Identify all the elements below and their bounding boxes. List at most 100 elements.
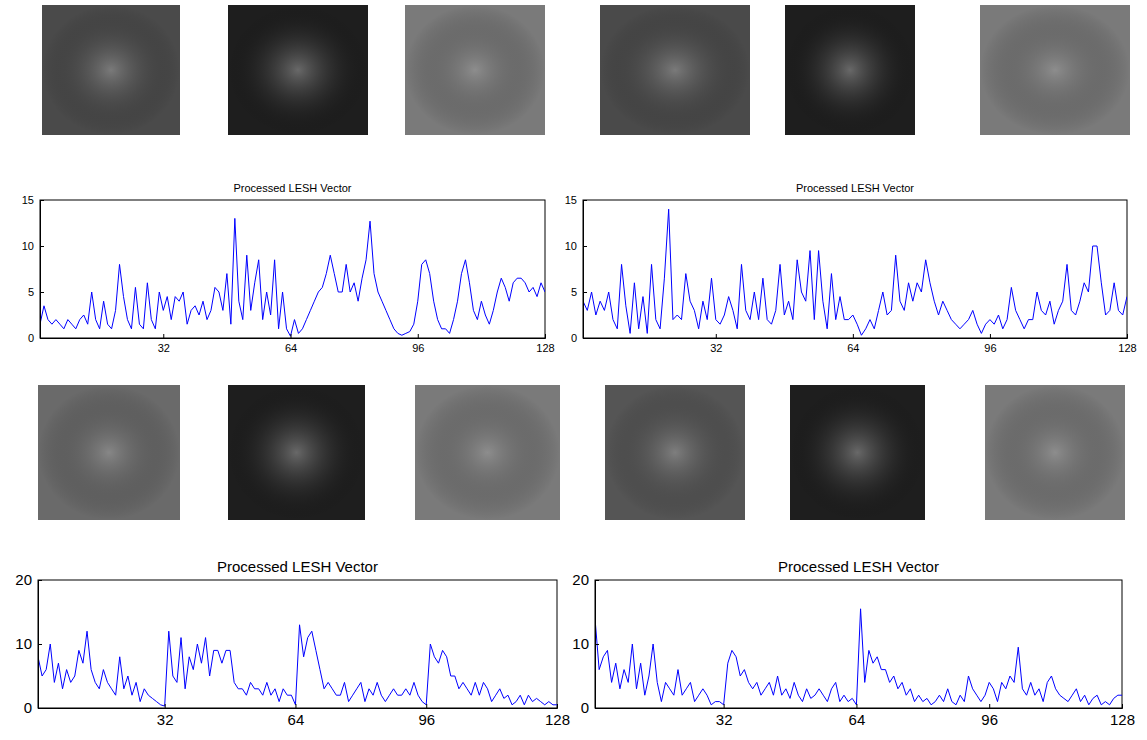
face-image bbox=[600, 5, 750, 135]
tick-label: 64 bbox=[849, 711, 866, 728]
plot-frame bbox=[38, 580, 557, 708]
tick-label: 64 bbox=[288, 711, 305, 728]
tick: 5 bbox=[571, 286, 587, 298]
tick-label: 15 bbox=[565, 194, 577, 206]
tick-label: 10 bbox=[572, 635, 589, 652]
tick-mark bbox=[595, 708, 599, 709]
face-image bbox=[790, 385, 925, 520]
face-image-shade bbox=[42, 5, 180, 135]
tick-mark bbox=[418, 334, 419, 338]
face-image-shade bbox=[228, 5, 368, 135]
face-image-shade bbox=[605, 385, 745, 520]
face-image bbox=[228, 5, 368, 135]
y-axis: 01020 bbox=[15, 571, 42, 716]
tick: 32 bbox=[710, 334, 722, 354]
face-image-shade bbox=[405, 5, 545, 135]
face-image bbox=[415, 385, 560, 520]
axis-line bbox=[584, 334, 1128, 339]
tick: 0 bbox=[24, 699, 42, 716]
y-axis: 0 5 10 15 bbox=[565, 194, 587, 344]
face-image bbox=[228, 385, 365, 520]
axis-line bbox=[39, 581, 43, 709]
tick-mark bbox=[40, 246, 44, 247]
tick: 15 bbox=[565, 194, 587, 206]
tick-label: 5 bbox=[571, 286, 577, 298]
marks bbox=[583, 209, 1127, 335]
tick: 96 bbox=[418, 704, 435, 728]
tick: 5 bbox=[28, 286, 44, 298]
tick-label: 15 bbox=[22, 194, 34, 206]
tick: 0 bbox=[581, 699, 599, 716]
tick-mark bbox=[989, 704, 990, 708]
tick: 0 bbox=[28, 332, 44, 344]
marks bbox=[38, 625, 557, 706]
tick-label: 96 bbox=[984, 342, 996, 354]
tick-mark bbox=[426, 704, 427, 708]
tick-label: 20 bbox=[572, 571, 589, 588]
marks bbox=[40, 218, 545, 336]
tick-label: 5 bbox=[28, 286, 34, 298]
tick-mark bbox=[853, 334, 854, 338]
figure: 32 64 96 128 0 5 10 15 Processed LESH Vector 32 64… bbox=[0, 0, 1147, 740]
tick: 64 bbox=[849, 704, 866, 728]
tick-label: 96 bbox=[981, 711, 998, 728]
x-axis: 326496128 bbox=[41, 334, 555, 354]
tick-label: 96 bbox=[412, 342, 424, 354]
marks bbox=[595, 609, 1122, 705]
axis-line bbox=[596, 581, 600, 709]
axis-line bbox=[41, 201, 45, 339]
tick-label: 0 bbox=[571, 332, 577, 344]
plot-frame bbox=[595, 580, 1122, 708]
chart-title: Processed LESH Vector bbox=[217, 558, 378, 575]
tick-label: 32 bbox=[157, 711, 174, 728]
tick: 96 bbox=[984, 334, 996, 354]
tick-label: 0 bbox=[28, 332, 34, 344]
tick-mark bbox=[40, 200, 44, 201]
data-line bbox=[38, 625, 557, 706]
face-image-shade bbox=[790, 385, 925, 520]
tick: 10 bbox=[572, 635, 599, 652]
tick-mark bbox=[595, 580, 599, 581]
face-image bbox=[785, 5, 915, 135]
tick-mark bbox=[38, 580, 42, 581]
data-line bbox=[40, 218, 545, 336]
tick-mark bbox=[724, 704, 725, 708]
tick: 64 bbox=[285, 334, 297, 354]
tick-mark bbox=[856, 704, 857, 708]
face-image bbox=[38, 385, 180, 520]
tick: 10 bbox=[565, 240, 587, 252]
tick-mark bbox=[1122, 704, 1123, 708]
tick-label: 10 bbox=[565, 240, 577, 252]
tick: 64 bbox=[288, 704, 305, 728]
face-image bbox=[405, 5, 545, 135]
tick-mark bbox=[583, 200, 587, 201]
x-axis: 32 64 96 128 bbox=[39, 704, 571, 728]
tick-label: 32 bbox=[716, 711, 733, 728]
tick: 10 bbox=[22, 240, 44, 252]
tick-label: 20 bbox=[15, 571, 32, 588]
tick-mark bbox=[40, 292, 44, 293]
tick: 32 bbox=[716, 704, 733, 728]
chart-panel: 32649612801020Processed LESH Vector bbox=[15, 558, 570, 728]
tick: 128 bbox=[1110, 704, 1135, 728]
plot-frame bbox=[583, 200, 1127, 338]
tick-mark bbox=[716, 334, 717, 338]
face-images bbox=[38, 5, 1130, 520]
tick-label: 32 bbox=[710, 342, 722, 354]
tick-mark bbox=[291, 334, 292, 338]
chart-panel: 32649612801020Processed LESH Vector bbox=[572, 558, 1135, 728]
face-image-shade bbox=[980, 5, 1130, 135]
face-image-shade bbox=[785, 5, 915, 135]
tick-mark bbox=[583, 338, 587, 339]
chart-title: Processed LESH Vector bbox=[796, 182, 914, 194]
tick: 128 bbox=[1118, 334, 1136, 354]
tick-mark bbox=[595, 644, 599, 645]
tick: 15 bbox=[22, 194, 44, 206]
face-image-shade bbox=[38, 385, 180, 520]
chart-title: Processed LESH Vector bbox=[233, 182, 351, 194]
tick-mark bbox=[40, 338, 44, 339]
tick: 128 bbox=[545, 704, 570, 728]
tick-mark bbox=[165, 704, 166, 708]
axis-line bbox=[584, 201, 588, 339]
tick: 64 bbox=[847, 334, 859, 354]
